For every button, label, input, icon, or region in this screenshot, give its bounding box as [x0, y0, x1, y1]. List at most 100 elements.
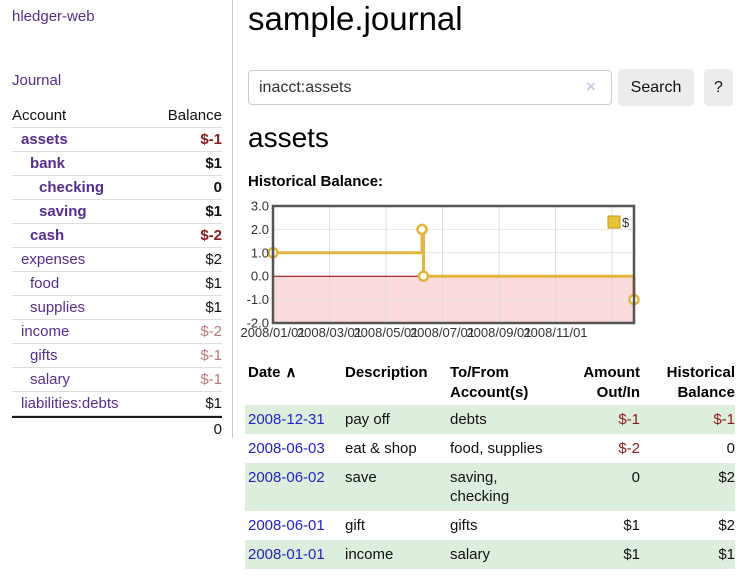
account-balance: $-1 [151, 368, 222, 392]
search-button[interactable]: Search [618, 69, 694, 106]
transaction-accounts: gifts [450, 517, 478, 534]
svg-text:1.0: 1.0 [251, 245, 269, 260]
account-link-food[interactable]: food [30, 275, 60, 292]
transaction-accounts: saving, checking [450, 469, 510, 505]
account-link-bank[interactable]: bank [30, 155, 66, 172]
transaction-description: eat & shop [345, 440, 417, 457]
transaction-row: 2008-06-03 eat & shop food, supplies $-2… [245, 434, 735, 463]
transaction-amount: $1 [623, 546, 640, 563]
transaction-row: 2008-06-02 save saving, checking 0 $2 [245, 463, 735, 511]
account-link-liabilities-debts[interactable]: liabilities:debts [21, 395, 119, 412]
sort-asc-icon: ∧ [285, 364, 297, 381]
y-axis-labels: 3.0 2.0 1.0 0.0 -1.0 -2.0 [247, 199, 269, 331]
account-balance: $1 [151, 200, 222, 224]
account-link-checking[interactable]: checking [39, 179, 105, 196]
svg-text:2.0: 2.0 [251, 222, 269, 237]
account-balance: $2 [151, 248, 222, 272]
transaction-balance: $2 [718, 517, 735, 534]
account-link-expenses[interactable]: expenses [21, 251, 86, 268]
account-row: gifts $-1 [12, 344, 222, 368]
plot-border [271, 204, 636, 325]
transaction-accounts: debts [450, 411, 487, 428]
help-button[interactable]: ? [704, 69, 733, 106]
svg-text:-1.0: -1.0 [247, 292, 269, 307]
account-row: supplies $1 [12, 296, 222, 320]
account-link-assets[interactable]: assets [21, 131, 68, 148]
sidebar-item-journal[interactable]: Journal [12, 72, 62, 89]
register-header-accounts: To/From Account(s) [450, 364, 529, 401]
svg-text:-2.0: -2.0 [247, 316, 269, 331]
register-table: Date ∧ Description To/From Account(s) Amo… [245, 361, 735, 569]
svg-text:0.0: 0.0 [251, 269, 269, 284]
account-row: income $-2 [12, 320, 222, 344]
svg-text:2008/01/01: 2008/01/01 [240, 325, 305, 340]
transaction-row: 2008-01-01 income salary $1 $1 [245, 540, 735, 569]
sidebar: hledger-web Journal Account Balance asse… [0, 0, 233, 438]
transaction-date-link[interactable]: 2008-06-03 [248, 440, 325, 457]
svg-text:2008/11/01: 2008/11/01 [523, 325, 587, 340]
accounts-table: Account Balance assets $-1 bank $1 check… [12, 104, 222, 441]
svg-text:2008/03/01: 2008/03/01 [297, 325, 362, 340]
account-link-income[interactable]: income [21, 323, 70, 340]
search-form: × Search ? [248, 69, 734, 106]
account-row: cash $-2 [12, 224, 222, 248]
transaction-description: gift [345, 517, 366, 534]
app-brand-link[interactable]: hledger-web [12, 8, 95, 25]
transaction-date-link[interactable]: 2008-06-02 [248, 469, 325, 486]
account-balance: $-1 [151, 128, 222, 152]
transaction-accounts: food, supplies [450, 440, 543, 457]
transaction-accounts: salary [450, 546, 491, 563]
transaction-row: 2008-12-31 pay off debts $-1 $-1 [245, 405, 735, 434]
transaction-date-link[interactable]: 2008-12-31 [248, 411, 325, 428]
account-link-gifts[interactable]: gifts [30, 347, 58, 364]
transaction-date-link[interactable]: 2008-06-01 [248, 517, 325, 534]
account-link-cash[interactable]: cash [30, 227, 65, 244]
chart-title: Historical Balance: [248, 173, 384, 190]
account-row: assets $-1 [12, 128, 222, 152]
account-row: salary $-1 [12, 368, 222, 392]
page-title: sample.journal [248, 0, 463, 37]
register-header-description: Description [345, 364, 428, 381]
account-row: liabilities:debts $1 [12, 392, 222, 416]
account-row: saving $1 [12, 200, 222, 224]
svg-text:2008/09/01: 2008/09/01 [466, 325, 531, 340]
vertical-gridlines [329, 206, 613, 323]
account-balance: $1 [151, 152, 222, 176]
transaction-amount: $1 [623, 517, 640, 534]
x-axis-labels: 2008/01/01 2008/03/01 2008/05/01 2008/07… [240, 325, 587, 340]
account-row: food $1 [12, 272, 222, 296]
transaction-amount: $-1 [618, 411, 640, 428]
accounts-header-account: Account [12, 104, 152, 128]
account-balance: $1 [151, 272, 222, 296]
svg-text:3.0: 3.0 [251, 199, 269, 214]
svg-text:2008/05/01: 2008/05/01 [353, 325, 418, 340]
transaction-row: 2008-06-01 gift gifts $1 $2 [245, 511, 735, 540]
transaction-amount: $-2 [618, 440, 640, 457]
transaction-description: income [345, 546, 394, 563]
clear-search-icon[interactable]: × [586, 77, 596, 96]
account-row: bank $1 [12, 152, 222, 176]
account-balance: $1 [151, 392, 222, 416]
account-link-saving[interactable]: saving [39, 203, 87, 220]
register-header-date[interactable]: Date ∧ [248, 364, 297, 381]
svg-text:2008/07/01: 2008/07/01 [410, 325, 475, 340]
account-link-supplies[interactable]: supplies [30, 299, 86, 316]
transaction-description: pay off [345, 411, 390, 428]
account-link-salary[interactable]: salary [30, 371, 71, 388]
transaction-balance: $-1 [713, 411, 735, 428]
register-header-amount: Amount Out/In [583, 364, 640, 401]
account-balance: $-2 [151, 224, 222, 248]
search-input[interactable] [248, 70, 612, 105]
account-heading: assets [248, 122, 329, 153]
legend-label: $ [622, 215, 630, 230]
transaction-date-link[interactable]: 2008-01-01 [248, 546, 325, 563]
transaction-balance: $2 [718, 469, 735, 486]
historical-balance-chart: $ 3.0 2.0 1.0 0.0 -1.0 -2.0 2008/01/01 2… [240, 199, 640, 340]
transaction-amount: 0 [631, 469, 640, 486]
accounts-total-row: 0 [12, 416, 222, 441]
accounts-header-row: Account Balance [12, 104, 222, 128]
account-balance: $-1 [151, 344, 222, 368]
legend-swatch [607, 215, 621, 229]
account-balance: $1 [151, 296, 222, 320]
